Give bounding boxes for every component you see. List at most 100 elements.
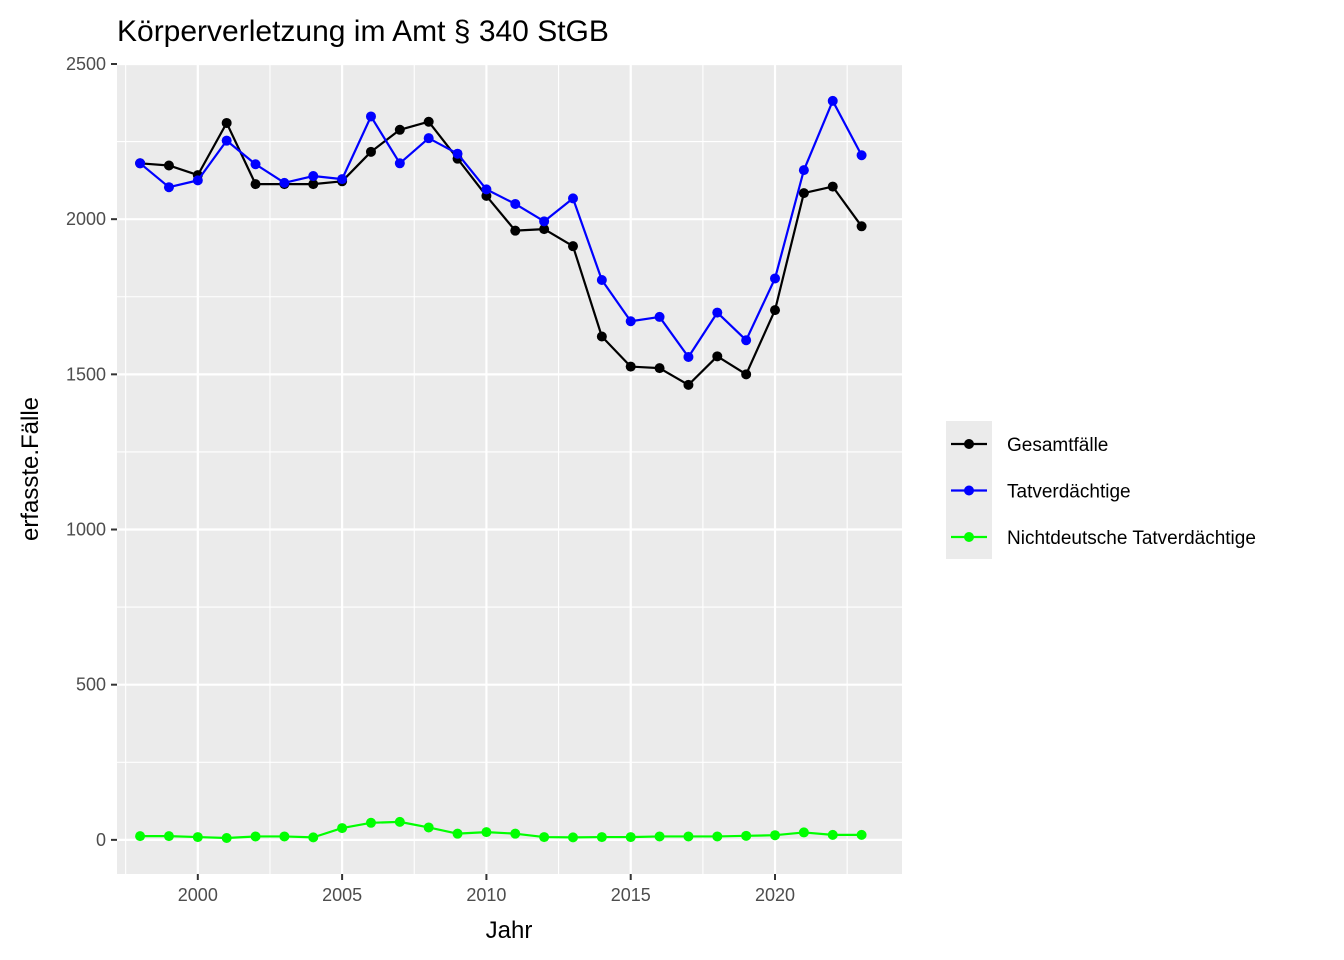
data-point-gesamtf-lle [567,241,578,252]
legend-point-gesamtf-lle [964,439,974,449]
data-point-nichtdeutsche-tatverd-chtige [683,831,694,842]
y-tick-label: 500 [76,675,106,695]
data-point-gesamtf-lle [827,181,838,192]
data-point-nichtdeutsche-tatverd-chtige [394,816,405,827]
data-point-gesamtf-lle [654,363,665,374]
x-tick-label: 2005 [322,885,362,905]
x-axis: 2000 2005 2010 2015 2020 [178,874,795,905]
legend-label-nichtdeutsche-tatverd-chtige: Nichtdeutsche Tatverdächtige [1007,528,1256,549]
data-point-nichtdeutsche-tatverd-chtige [365,817,376,828]
data-point-tatverd-chtige [625,316,636,327]
grid-major [117,62,902,874]
legend-point-tatverd-chtige [964,485,974,496]
data-point-nichtdeutsche-tatverd-chtige [567,832,578,843]
series-layer [135,95,867,843]
data-point-tatverd-chtige [308,171,319,182]
y-tick-label: 2000 [66,209,106,229]
data-point-nichtdeutsche-tatverd-chtige [452,828,463,839]
data-point-tatverd-chtige [394,158,405,169]
x-tick-label: 2015 [611,885,651,905]
y-tick-label: 1500 [66,364,106,384]
data-point-tatverd-chtige [567,193,578,204]
data-point-tatverd-chtige [539,216,550,227]
chart-title: Körperverletzung im Amt § 340 StGB [117,15,609,48]
data-point-nichtdeutsche-tatverd-chtige [481,827,492,838]
data-point-tatverd-chtige [827,95,838,106]
data-point-gesamtf-lle [770,305,781,316]
data-point-tatverd-chtige [250,159,261,170]
data-point-gesamtf-lle [798,188,809,199]
data-point-gesamtf-lle [539,224,550,235]
legend-label-tatverd-chtige: Tatverdächtige [1007,482,1131,503]
legend: Gesamtfälle Tatverdächtige Nichtdeutsche T… [951,435,1256,549]
data-point-tatverd-chtige [481,184,492,195]
data-point-tatverd-chtige [770,273,781,284]
data-point-gesamtf-lle [712,351,723,362]
data-point-tatverd-chtige [654,311,665,322]
data-point-gesamtf-lle [625,361,636,372]
x-tick-label: 2000 [178,885,218,905]
data-point-gesamtf-lle [365,146,376,157]
data-point-gesamtf-lle [596,331,607,342]
data-point-tatverd-chtige [423,133,434,144]
data-point-nichtdeutsche-tatverd-chtige [163,831,174,842]
data-point-tatverd-chtige [712,307,723,318]
data-point-tatverd-chtige [221,135,232,146]
data-point-nichtdeutsche-tatverd-chtige [308,832,319,843]
data-point-gesamtf-lle [856,221,867,232]
x-tick-label: 2010 [466,885,506,905]
data-point-gesamtf-lle [423,116,434,127]
series-line-tatverd-chtige [139,99,863,359]
data-point-gesamtf-lle [308,179,319,190]
data-point-tatverd-chtige [192,175,203,186]
data-point-nichtdeutsche-tatverd-chtige [279,831,290,842]
plot-panel [117,64,902,874]
x-axis-title: Jahr [486,917,533,944]
data-point-nichtdeutsche-tatverd-chtige [337,823,348,834]
data-point-gesamtf-lle [221,117,232,128]
legend-label-gesamtf-lle: Gesamtfälle [1007,435,1108,456]
data-point-tatverd-chtige [741,335,752,346]
y-axis-title: erfasste.Fälle [17,397,44,541]
data-point-tatverd-chtige [135,158,146,169]
data-point-nichtdeutsche-tatverd-chtige [192,832,203,843]
data-point-nichtdeutsche-tatverd-chtige [798,827,809,838]
data-point-nichtdeutsche-tatverd-chtige [770,830,781,841]
data-point-nichtdeutsche-tatverd-chtige [250,831,261,842]
data-point-nichtdeutsche-tatverd-chtige [856,829,867,840]
y-axis: 0 500 1000 1500 2000 2500 [66,54,117,850]
y-tick-label: 1000 [66,520,106,540]
data-point-tatverd-chtige [683,351,694,362]
legend-point-nichtdeutsche-tatverd-chtige [964,532,974,542]
data-point-nichtdeutsche-tatverd-chtige [423,822,434,833]
data-point-nichtdeutsche-tatverd-chtige [510,828,521,839]
data-point-gesamtf-lle [394,124,405,135]
y-tick-label: 2500 [66,54,106,74]
data-point-tatverd-chtige [337,174,348,185]
data-point-nichtdeutsche-tatverd-chtige [654,831,665,842]
data-point-nichtdeutsche-tatverd-chtige [539,832,550,843]
grid-minor [117,64,902,874]
data-point-gesamtf-lle [163,160,174,171]
data-point-tatverd-chtige [279,177,290,188]
data-point-tatverd-chtige [452,148,463,159]
data-point-tatverd-chtige [510,198,521,209]
data-point-gesamtf-lle [510,225,521,236]
data-point-gesamtf-lle [683,379,694,390]
data-point-nichtdeutsche-tatverd-chtige [625,832,636,843]
data-point-nichtdeutsche-tatverd-chtige [712,831,723,842]
data-point-nichtdeutsche-tatverd-chtige [741,830,752,841]
data-point-gesamtf-lle [250,179,261,190]
data-point-nichtdeutsche-tatverd-chtige [596,832,607,843]
y-tick-label: 0 [96,830,106,850]
data-point-tatverd-chtige [365,111,376,122]
data-point-nichtdeutsche-tatverd-chtige [827,829,838,840]
data-point-tatverd-chtige [163,182,174,193]
data-point-tatverd-chtige [856,150,867,161]
data-point-gesamtf-lle [741,369,752,380]
data-point-tatverd-chtige [596,275,607,285]
x-tick-label: 2020 [755,885,795,905]
data-point-nichtdeutsche-tatverd-chtige [135,831,146,842]
data-point-nichtdeutsche-tatverd-chtige [221,833,232,843]
